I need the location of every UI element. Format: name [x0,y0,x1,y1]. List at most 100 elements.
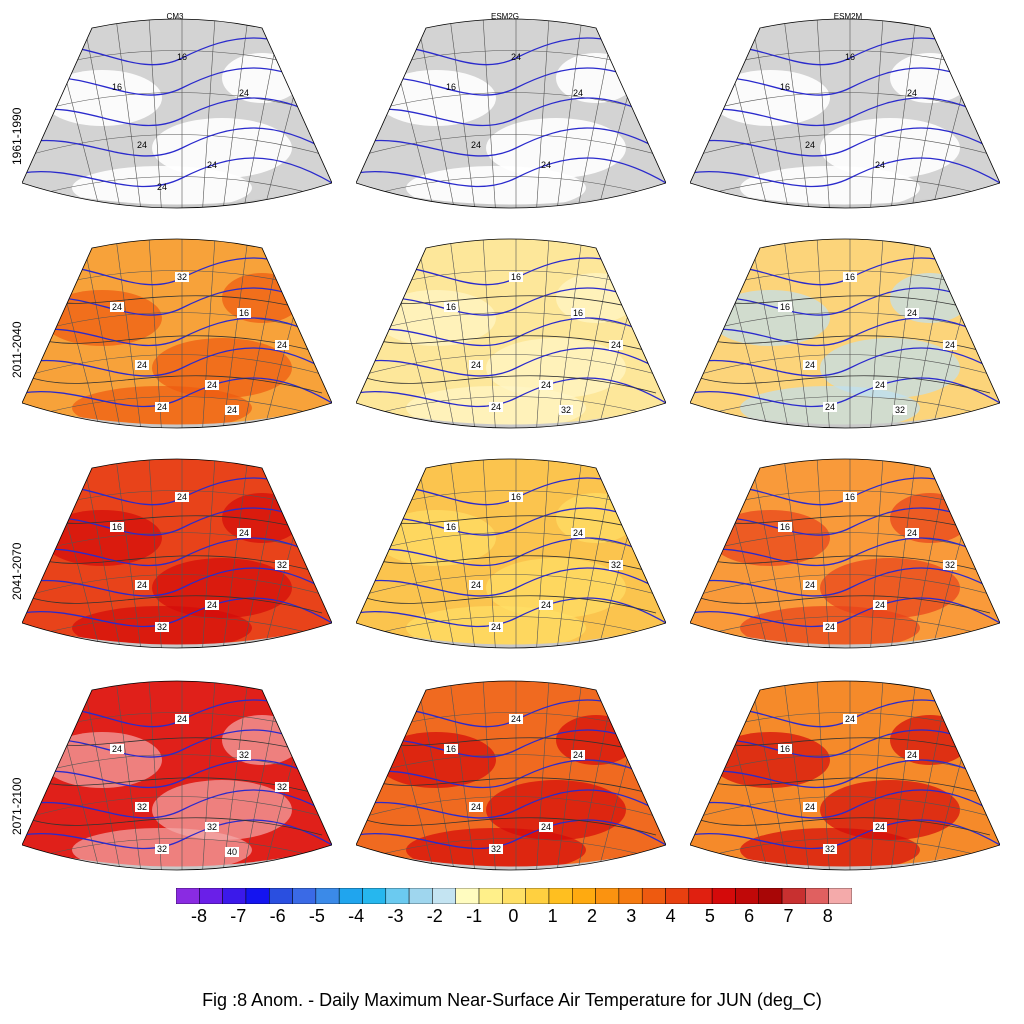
colorbar-tick: 0 [508,906,519,926]
contour-label: 24 [207,160,217,170]
map-panel-esm2m-1961-1990: 16 16 24 24 24 [690,18,1000,218]
map-panel-cm3-2041-2070: 16 24 24 24 24 32 32 [22,458,332,658]
colorbar-tick: -4 [348,906,365,926]
colorbar-swatch [711,887,736,905]
contour-label: 24 [541,600,551,610]
contour-label: 24 [875,822,885,832]
contour-label: 24 [805,360,815,370]
column-title-esm2g: ESM2G [490,12,519,21]
contour-label: 24 [491,622,501,632]
colorbar-tick: -3 [387,906,404,926]
colorbar-swatch [268,887,293,905]
contour-label: 24 [157,182,167,192]
contour-label: 32 [137,802,147,812]
colorbar-swatch [478,887,503,905]
contour-label: 32 [177,272,187,282]
europe-map: 16 16 24 24 24 [690,18,1000,209]
contour-label: 32 [157,844,167,854]
colorbar-swatch [525,887,550,905]
europe-map: 16 24 24 24 24 32 [356,680,666,871]
map-panel-esm2g-2011-2040: 16 16 16 24 24 24 24 32 [356,238,666,438]
colorbar-swatch [688,887,713,905]
colorbar-swatches [175,887,853,905]
contour-label: 24 [157,402,167,412]
contour-label: 16 [780,744,790,754]
europe-map: 16 16 16 24 24 24 24 32 [356,238,666,429]
colorbar-tick: -8 [190,906,207,926]
contour-label: 24 [239,528,249,538]
europe-map: 16161624242424242432 [22,238,332,429]
contour-label: 24 [611,340,621,350]
europe-map: 16 24 24 24 24 32 32 [22,458,332,649]
colorbar-tick: 5 [704,906,715,926]
contour-label: 16 [845,272,855,282]
map-panel-esm2m-2071-2100: 16 24 24 24 24 32 [690,680,1000,880]
colorbar [175,887,853,909]
contour-label: 16 [446,302,456,312]
contour-label: 16 [239,308,249,318]
colorbar-tick: 3 [626,906,637,926]
contour-label: 24 [945,340,955,350]
colorbar-swatch [338,887,363,905]
contour-label: 32 [157,622,167,632]
colorbar-swatch [362,887,387,905]
colorbar-swatch [315,887,340,905]
contour-label: 32 [277,560,287,570]
contour-label: 32 [895,405,905,415]
contour-label: 24 [471,360,481,370]
contour-label: 16 [446,82,456,92]
colorbar-swatch [292,887,317,905]
contour-label: 24 [177,714,187,724]
colorbar-swatch [735,887,760,905]
colorbar-tick: -1 [466,906,483,926]
europe-map: 24 24 32 32 32 32 32 40 [22,680,332,871]
colorbar-swatch [408,887,433,905]
colorbar-swatch [199,887,223,905]
contour-label: 24 [471,140,481,150]
contour-label: 32 [491,844,501,854]
contour-label: 16 [112,522,122,532]
colorbar-swatch [548,887,573,905]
contour-label: 24 [277,340,287,350]
colorbar-swatch [595,887,620,905]
column-title-cm3: CM3 [166,12,184,21]
colorbar-tick: 1 [547,906,558,926]
contour-label: 24 [907,308,917,318]
contour-label: 24 [471,802,481,812]
contour-label: 16 [845,52,855,62]
europe-map: 16 24 24 24 24 32 [690,680,1000,871]
contour-label: 32 [207,822,217,832]
contour-label: 32 [561,405,571,415]
contour-label: 16 [780,302,790,312]
contour-label: 24 [825,622,835,632]
contour-label: 24 [112,744,122,754]
contour-label: 24 [875,160,885,170]
contour-label: 24 [239,88,249,98]
contour-label: 16 [446,522,456,532]
contour-label: 32 [239,750,249,760]
contour-label: 24 [471,580,481,590]
contour-label: 24 [573,528,583,538]
map-panel-esm2g-2071-2100: 16 24 24 24 24 32 [356,680,666,880]
contour-label: 24 [541,160,551,170]
contour-label: 24 [573,88,583,98]
colorbar-swatch [455,887,480,905]
europe-map: 16 16 24 24 24 24 24 32 [690,238,1000,429]
colorbar-swatch [385,887,410,905]
europe-map: 16 16 24 24 24 24 32 [356,458,666,649]
colorbar-swatch [665,887,690,905]
column-title-esm2m: ESM2M [833,12,863,21]
contour-label: 16 [177,52,187,62]
contour-label: 24 [845,714,855,724]
map-panel-esm2m-2041-2070: 16 16 24 24 24 24 32 [690,458,1000,658]
colorbar-swatch [245,887,270,905]
contour-label: 24 [541,822,551,832]
contour-label: 24 [875,380,885,390]
colorbar-tick: -6 [269,906,286,926]
colorbar-tick: -2 [426,906,443,926]
colorbar-tick: -7 [230,906,247,926]
colorbar-swatch [758,887,783,905]
colorbar-swatch [502,887,526,905]
contour-label: 24 [875,600,885,610]
contour-label: 24 [491,402,501,412]
